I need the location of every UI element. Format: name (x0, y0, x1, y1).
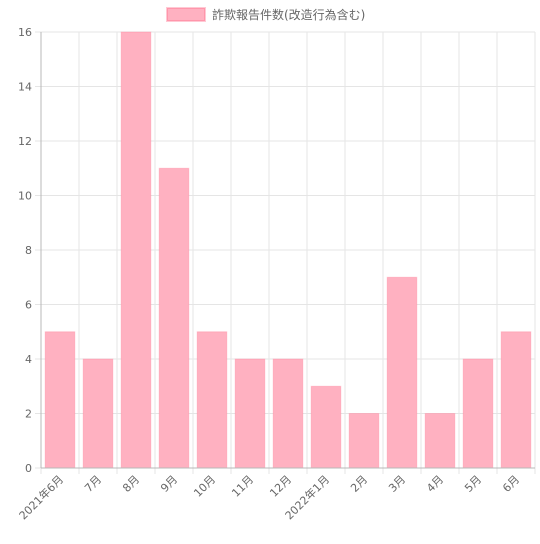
bar[interactable] (386, 276, 418, 469)
bar[interactable] (196, 331, 228, 469)
bar[interactable] (272, 358, 304, 469)
x-tick-label: 5月 (462, 473, 484, 495)
bar[interactable] (424, 413, 456, 469)
x-tick-label: 2021年6月 (16, 472, 66, 522)
y-tick-label: 12 (18, 135, 32, 148)
legend-swatch (166, 7, 206, 22)
x-tick-label: 6月 (500, 473, 522, 495)
bar[interactable] (120, 31, 152, 469)
bar[interactable] (44, 331, 76, 469)
legend-label: 詐欺報告件数(改造行為含む) (212, 7, 365, 22)
y-tick-label: 4 (25, 353, 32, 366)
y-tick-label: 10 (18, 190, 32, 203)
axes (40, 32, 535, 469)
x-tick-label: 3月 (386, 473, 408, 495)
y-tick-label: 2 (25, 408, 32, 421)
y-tick-label: 16 (18, 26, 32, 39)
x-tick-label: 2月 (348, 473, 370, 495)
x-tick-label: 11月 (229, 473, 256, 500)
y-tick-label: 0 (25, 462, 32, 475)
y-axis-ticks: 0 2 4 6 8 10 12 14 16 (18, 26, 32, 475)
bar[interactable] (234, 358, 266, 469)
legend[interactable]: 詐欺報告件数(改造行為含む) (166, 7, 365, 22)
bar[interactable] (82, 358, 114, 469)
y-tick-label: 8 (25, 244, 32, 257)
bar[interactable] (158, 167, 190, 469)
gridlines (35, 31, 536, 474)
bar[interactable] (310, 385, 342, 469)
bar[interactable] (348, 413, 380, 469)
y-tick-label: 14 (18, 81, 32, 94)
x-tick-label: 7月 (82, 473, 104, 495)
bar[interactable] (462, 358, 494, 469)
bars (44, 31, 532, 469)
x-tick-label: 12月 (267, 473, 294, 500)
bar[interactable] (500, 331, 532, 469)
x-tick-label: 9月 (158, 473, 180, 495)
x-tick-label: 8月 (120, 473, 142, 495)
y-tick-label: 6 (25, 299, 32, 312)
x-tick-label: 10月 (191, 473, 218, 500)
x-tick-label: 4月 (424, 473, 446, 495)
